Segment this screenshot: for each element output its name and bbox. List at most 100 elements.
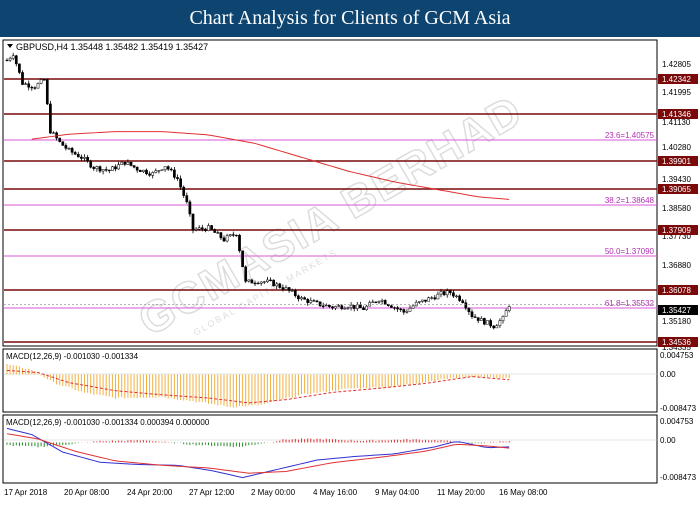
candle-body [129,161,133,166]
candle-body [95,166,99,169]
osma-y-axis: 0.004753 0.00 -0.008473 [660,417,697,482]
main-panel-header: GBPUSD,H4 1.35448 1.35482 1.35419 1.3542… [16,42,208,52]
candle-body [411,305,415,309]
level-tag [658,184,698,194]
candle-body [80,156,83,159]
candle-body [194,228,198,231]
fibonacci-levels: 23.6=1.40575 38.2=1.38648 50.0=1.37090 6… [4,131,657,309]
candle-body [11,55,15,59]
candle-body [58,137,62,142]
y-tick-label: 1.39430 [662,175,691,184]
macd-signal-line-lower [6,433,510,474]
candle-body [61,141,65,146]
candle-body [479,318,483,321]
level-tag [658,156,698,166]
candle-body [492,325,496,329]
candle-body [14,55,18,65]
candle-body [439,291,443,295]
candle-body [148,173,151,176]
candle-body [49,103,52,134]
candle-body [352,304,356,309]
candle-body [126,161,130,165]
candle-body [169,168,173,171]
candle-body [154,170,158,173]
x-tick-label: 17 Apr 2018 [4,488,48,497]
candle-body [470,311,474,317]
candle-body [191,213,195,231]
candle-body [228,234,232,237]
candle-body [430,297,434,299]
candle-body [287,287,291,291]
level-tag [658,74,698,84]
y-tick-label: 1.41995 [662,88,691,97]
candle-body [340,305,344,310]
candle-body [207,225,210,232]
candle-body [179,178,182,188]
candle-body [21,72,24,85]
main-panel-frame [2,39,658,347]
macd-panel-header: MACD(12,26,9) -0.001030 -0.001334 [6,352,139,361]
candle-body [368,302,372,307]
candle-body [371,301,375,303]
candle-body [476,317,480,321]
candle-body [293,290,297,297]
x-tick-label: 20 Apr 08:00 [64,488,110,497]
candle-body [343,308,347,310]
candle-body [200,227,204,230]
candle-body [421,299,424,302]
level-tag-label: 1.41346 [662,110,691,119]
candle-body [216,232,220,234]
candle-body [142,169,145,172]
candle-body [427,297,430,302]
chart-area[interactable]: GCMASIA BERHAD GLOBAL CAPITAL MARKETS GB… [0,37,700,500]
candle-body [132,165,136,168]
candle-body [359,304,362,308]
candle-body [346,307,350,309]
candle-body [107,169,111,172]
y-tick-label: 0.00 [660,370,676,379]
fib-label: 50.0=1.37090 [605,247,655,256]
macd-signal-line [6,369,510,404]
candle-body [501,316,505,321]
price-candles [5,52,511,330]
candle-body [219,232,223,239]
candle-body [442,291,446,296]
watermark-brand: GCMASIA BERHAD [131,86,532,346]
candle-body [281,287,285,290]
candle-body [328,304,331,307]
candle-body [33,87,37,89]
level-tag-label: 1.37909 [662,226,691,235]
candle-body [235,234,238,237]
candle-body [135,166,139,171]
candle-body [424,299,427,302]
candle-body [489,320,492,327]
level-tag-label: 1.39065 [662,185,691,194]
y-tick-label: 1.34335 [662,343,691,352]
candle-body [111,166,114,171]
candle-body [337,305,341,307]
candle-body [306,299,310,304]
trading-chart[interactable]: GCMASIA BERHAD GLOBAL CAPITAL MARKETS GB… [0,37,700,500]
symbol-dropdown-icon[interactable] [7,44,13,48]
osma-panel-header: MACD(12,26,9) -0.001030 -0.001334 0.0003… [6,418,210,427]
macd-histogram [6,363,510,408]
x-tick-label: 11 May 20:00 [437,488,485,497]
candle-body [222,237,226,242]
candle-body [402,309,406,313]
candle-body [42,79,46,81]
candle-body [262,281,266,283]
level-tag [658,225,698,235]
candle-body [414,302,418,307]
candle-body [250,279,254,284]
candle-body [30,86,34,89]
candle-body [417,301,421,303]
candle-body [5,59,9,62]
candle-body [321,305,325,307]
y-tick-label: 0.00 [660,436,676,445]
candle-body [334,306,337,309]
candle-body [498,320,502,326]
candle-body [448,290,452,294]
candle-body [45,79,49,105]
main-y-axis: 1.42805 1.41995 1.41130 1.40280 1.39430 … [662,60,691,352]
candle-body [275,283,279,287]
